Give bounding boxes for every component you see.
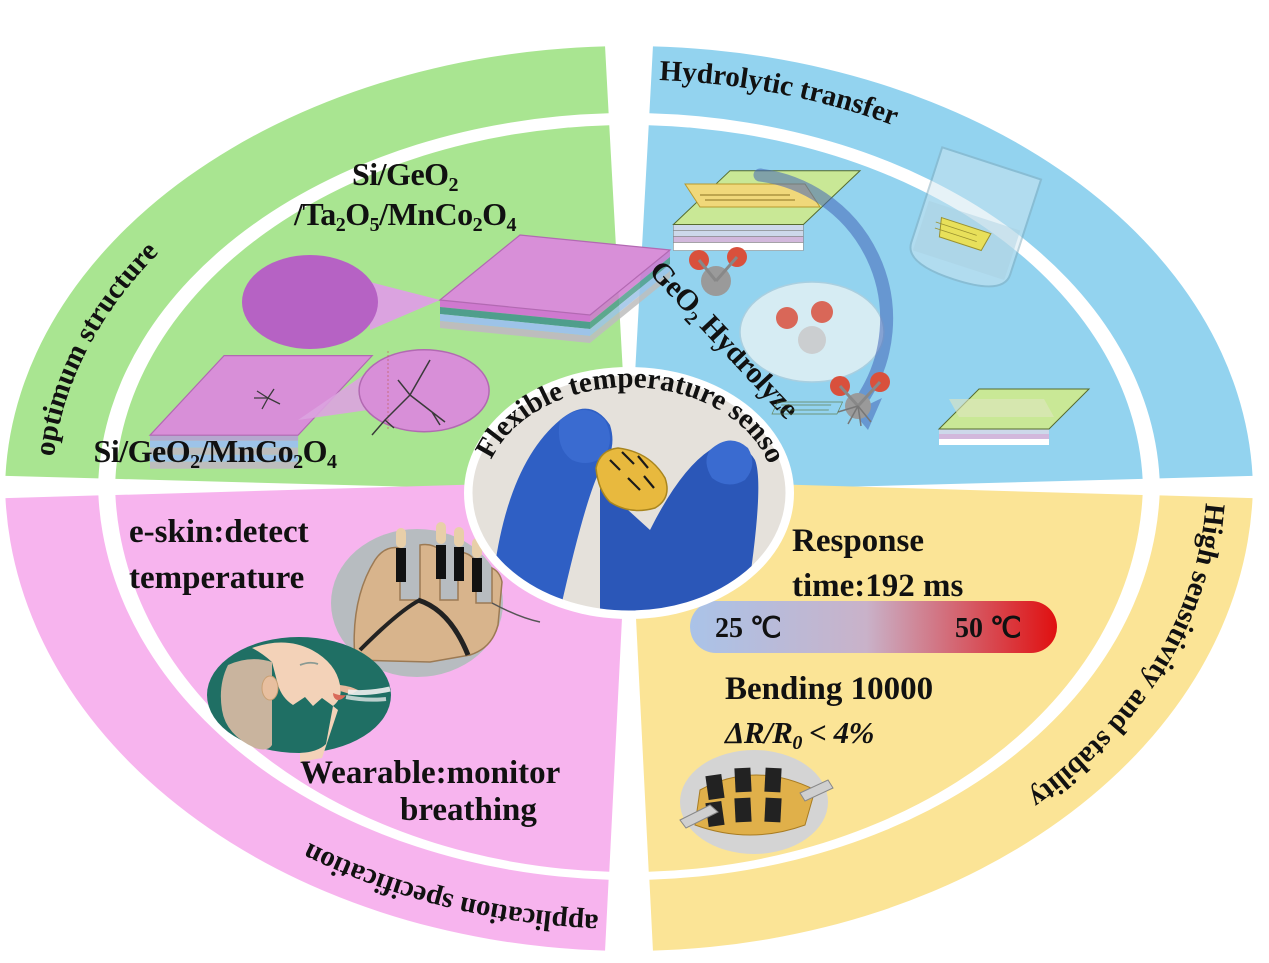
svg-text:Si/GeO2: Si/GeO2 (352, 156, 459, 196)
svg-text:time:192 ms: time:192 ms (792, 568, 964, 604)
svg-text:Wearable:monitor: Wearable:monitor (300, 755, 560, 791)
svg-text:Bending 10000: Bending 10000 (725, 671, 933, 707)
svg-text:breathing: breathing (400, 792, 537, 828)
svg-text:temperature: temperature (129, 560, 304, 596)
svg-text:e-skin:detect: e-skin:detect (129, 514, 309, 550)
svg-text:50 ℃: 50 ℃ (955, 613, 1021, 644)
svg-text:25 ℃: 25 ℃ (715, 613, 781, 644)
svg-text:/Ta2O5/MnCo2O4: /Ta2O5/MnCo2O4 (293, 196, 517, 236)
svg-text:Response: Response (792, 523, 924, 559)
